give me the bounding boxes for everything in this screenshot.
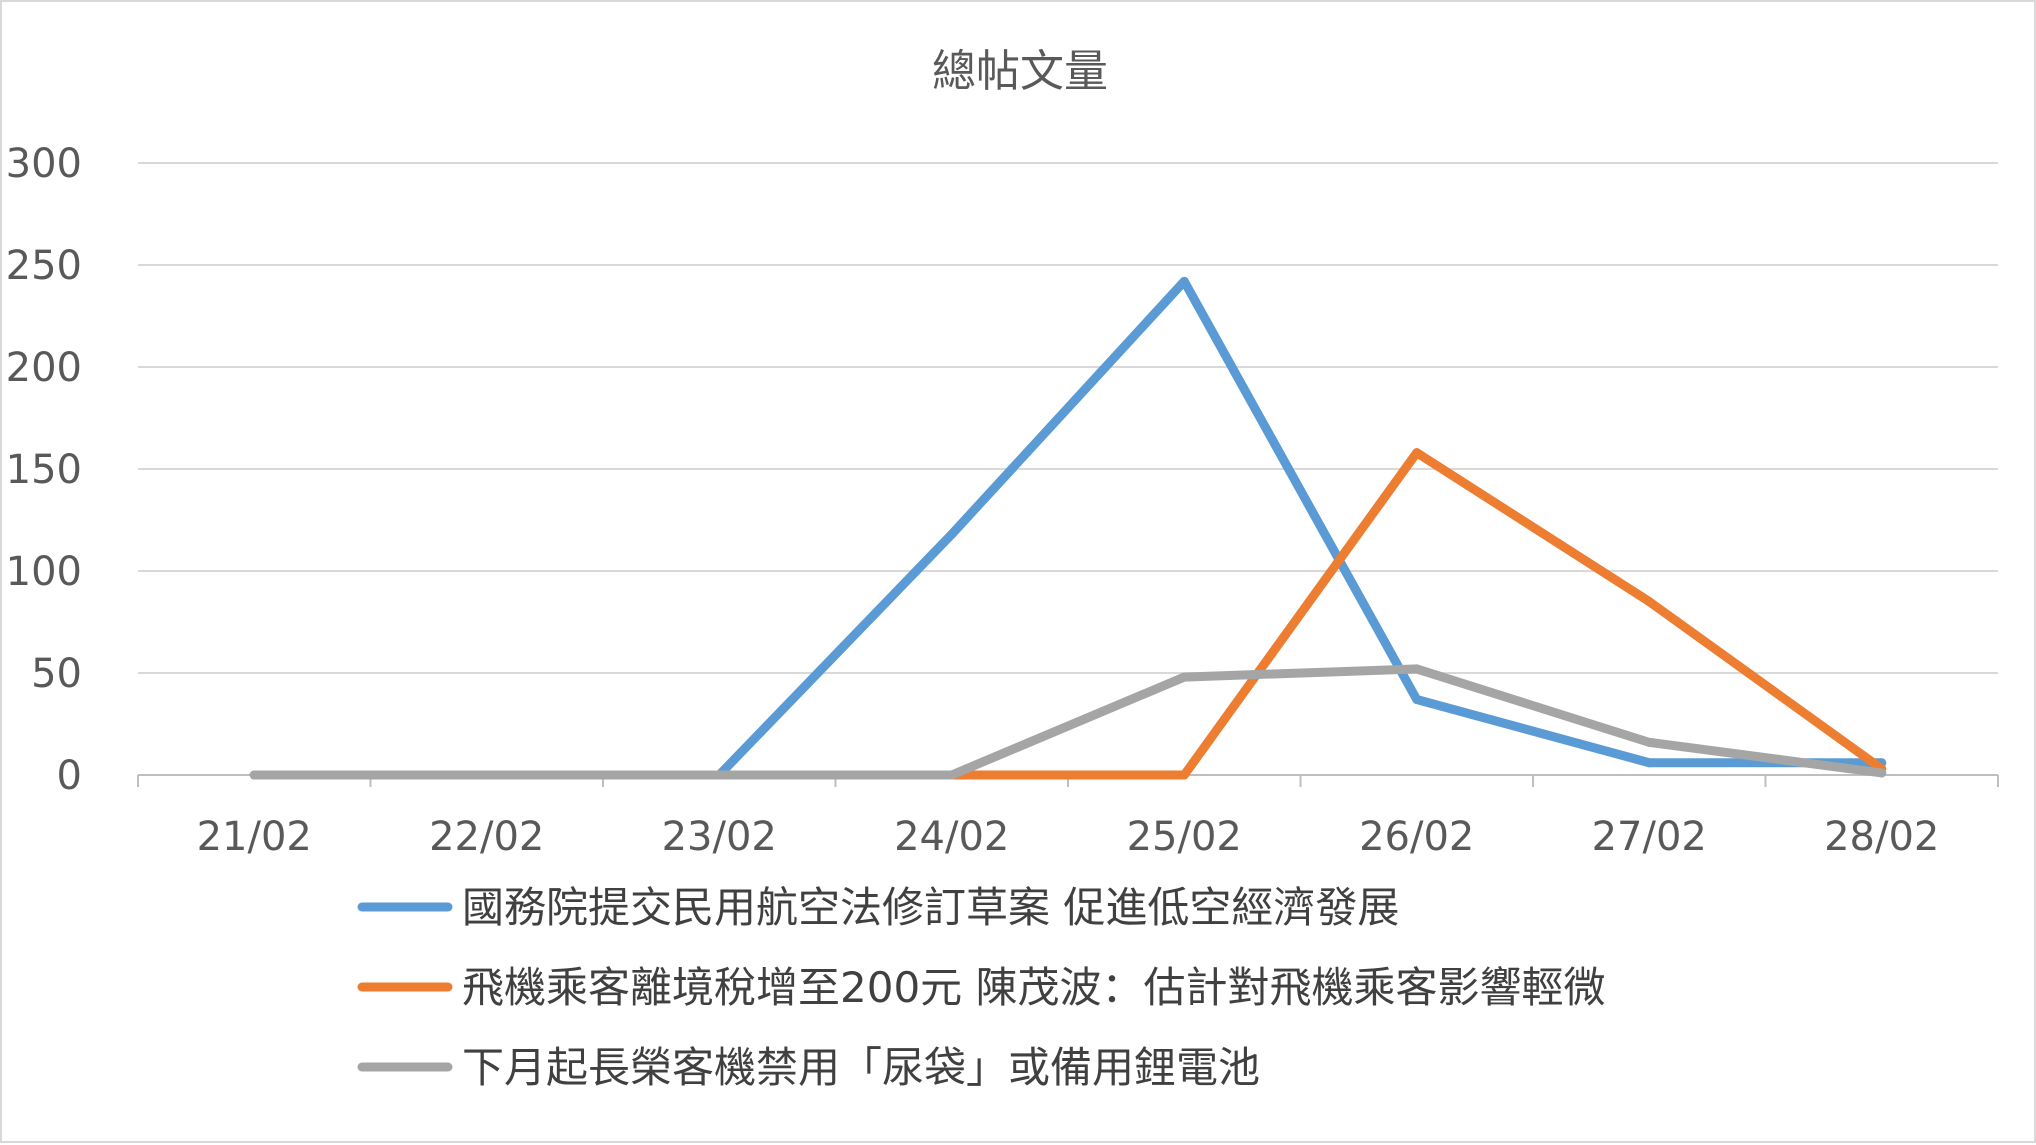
- data-point: [1179, 276, 1189, 286]
- series-line-1: [249, 276, 1887, 780]
- legend-label-3: 下月起長榮客機禁用「尿袋」或備用鋰電池: [462, 1043, 1260, 1092]
- data-point: [714, 770, 724, 780]
- y-tick-label: 200: [6, 345, 82, 391]
- data-point: [1644, 737, 1654, 747]
- y-tick-label: 0: [57, 753, 82, 799]
- legend-label-1: 國務院提交民用航空法修訂草案 促進低空經濟發展: [462, 883, 1399, 932]
- x-axis-ticks: 21/02 22/02 23/02 24/02 25/02 26/02 27/02 28/02: [197, 814, 1940, 860]
- data-point: [947, 770, 957, 780]
- data-point: [249, 770, 259, 780]
- data-point: [1412, 695, 1422, 705]
- x-tick-label: 27/02: [1592, 814, 1707, 860]
- chart-title: 總帖文量: [932, 46, 1108, 97]
- y-tick-label: 100: [6, 549, 82, 595]
- data-point: [1179, 770, 1189, 780]
- data-point: [1877, 768, 1887, 778]
- series-line-3: [249, 664, 1887, 780]
- x-tick-label: 21/02: [197, 814, 312, 860]
- data-point: [1644, 758, 1654, 768]
- data-point: [482, 770, 492, 780]
- x-tick-label: 22/02: [429, 814, 544, 860]
- y-axis-ticks: 0 50 100 150 200 250 300: [6, 141, 82, 799]
- series-layer: [249, 276, 1887, 780]
- data-point: [1644, 597, 1654, 607]
- y-tick-label: 50: [31, 651, 82, 697]
- data-point: [947, 529, 957, 539]
- y-tick-label: 300: [6, 141, 82, 187]
- data-point: [1412, 448, 1422, 458]
- x-tick-label: 24/02: [894, 814, 1009, 860]
- grid-layer: [137, 162, 1999, 787]
- x-tick-label: 28/02: [1824, 814, 1939, 860]
- x-tick-label: 26/02: [1359, 814, 1474, 860]
- x-tick-label: 25/02: [1127, 814, 1242, 860]
- y-tick-label: 150: [6, 447, 82, 493]
- data-point: [1179, 672, 1189, 682]
- legend-label-2: 飛機乘客離境稅增至200元 陳茂波：估計對飛機乘客影響輕微: [462, 963, 1606, 1012]
- y-tick-label: 250: [6, 243, 82, 289]
- data-point: [1412, 664, 1422, 674]
- x-tick-label: 23/02: [662, 814, 777, 860]
